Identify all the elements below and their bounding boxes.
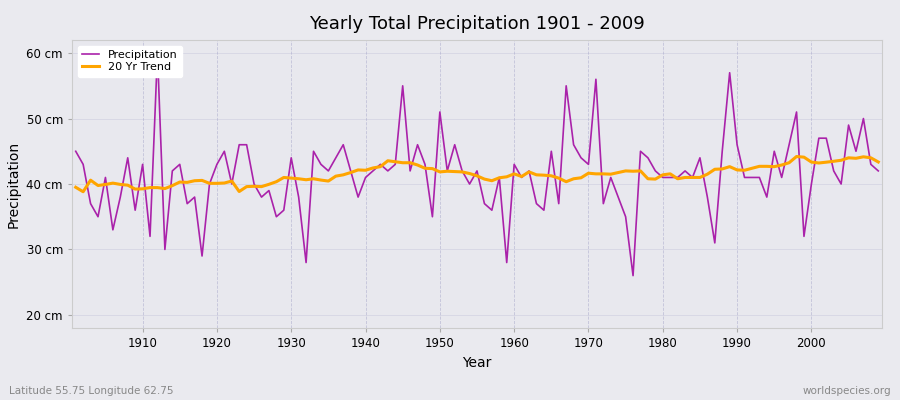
Legend: Precipitation, 20 Yr Trend: Precipitation, 20 Yr Trend [77,46,182,77]
20 Yr Trend [508,172,519,176]
Precipitation [517,175,527,180]
20 Yr Trend [301,177,311,182]
20 Yr Trend [791,154,802,159]
Y-axis label: Precipitation: Precipitation [7,140,21,228]
Precipitation [873,168,884,173]
X-axis label: Year: Year [463,356,491,370]
Precipitation [508,162,519,167]
Precipitation [70,149,81,154]
Line: 20 Yr Trend: 20 Yr Trend [76,156,878,192]
20 Yr Trend [137,186,148,191]
Precipitation [130,208,140,212]
Precipitation [606,175,616,180]
Text: worldspecies.org: worldspecies.org [803,386,891,396]
Precipitation [627,273,638,278]
20 Yr Trend [346,170,356,175]
Precipitation [346,168,356,173]
Precipitation [152,51,163,56]
20 Yr Trend [70,185,81,190]
20 Yr Trend [77,189,88,194]
20 Yr Trend [517,174,527,179]
20 Yr Trend [606,172,616,176]
20 Yr Trend [873,160,884,164]
Precipitation [301,260,311,265]
Line: Precipitation: Precipitation [76,53,878,276]
Text: Latitude 55.75 Longitude 62.75: Latitude 55.75 Longitude 62.75 [9,386,174,396]
Title: Yearly Total Precipitation 1901 - 2009: Yearly Total Precipitation 1901 - 2009 [309,15,645,33]
